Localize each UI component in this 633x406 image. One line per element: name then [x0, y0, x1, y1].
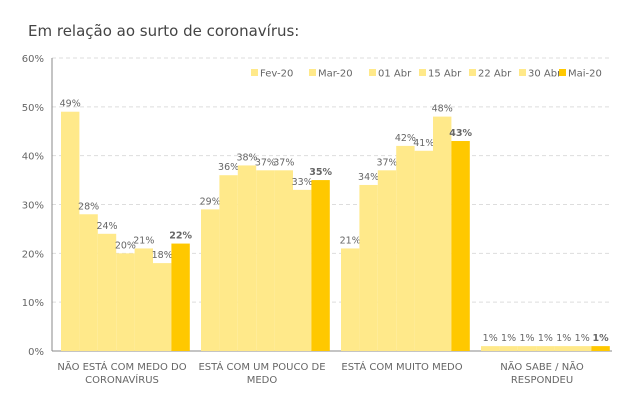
legend-swatch	[369, 69, 376, 76]
legend-swatch	[251, 69, 258, 76]
legend-label: Mar-20	[318, 69, 353, 80]
data-label: 28%	[78, 201, 99, 212]
data-label: 1%	[538, 333, 553, 344]
data-label: 21%	[340, 235, 361, 246]
data-label: 43%	[449, 128, 472, 139]
data-label: 49%	[60, 99, 81, 110]
data-label: 41%	[413, 138, 434, 149]
bar	[293, 189, 312, 351]
data-label: 1%	[483, 333, 498, 344]
bar	[377, 170, 397, 351]
x-category-label: MEDO	[247, 375, 278, 386]
legend-label: Fev-20	[260, 69, 293, 80]
bar	[311, 180, 330, 351]
data-label: 1%	[575, 333, 590, 344]
x-category-label: ESTÁ COM UM POUCO DE	[198, 360, 325, 373]
data-label: 36%	[218, 162, 239, 173]
bar	[219, 175, 238, 351]
bar	[573, 346, 592, 351]
bar	[481, 346, 500, 351]
bar	[153, 263, 172, 351]
bar	[237, 165, 257, 351]
data-label: 1%	[593, 333, 610, 344]
data-label: 42%	[395, 133, 416, 144]
bar	[591, 346, 610, 351]
y-tick-label: 0%	[28, 347, 44, 358]
y-tick-label: 20%	[22, 249, 44, 260]
bar	[61, 111, 80, 351]
data-label: 1%	[501, 333, 516, 344]
bar	[274, 170, 293, 351]
data-label: 24%	[96, 221, 117, 232]
legend-swatch	[519, 69, 526, 76]
bar	[396, 145, 415, 351]
data-label: 21%	[133, 235, 154, 246]
legend-label: Mai-20	[568, 69, 602, 80]
bar	[499, 346, 518, 351]
bar	[414, 150, 433, 351]
x-category-label: ESTÁ COM MUITO MEDO	[341, 360, 462, 373]
x-category-label: NÃO ESTÁ COM MEDO DO	[57, 360, 186, 373]
bar	[451, 141, 470, 351]
y-tick-label: 30%	[22, 201, 44, 212]
legend-swatch	[419, 69, 426, 76]
y-tick-label: 60%	[22, 54, 44, 65]
data-label: 1%	[556, 333, 571, 344]
bar	[433, 116, 452, 351]
bar	[341, 248, 360, 351]
bar	[256, 170, 275, 351]
y-tick-label: 50%	[22, 103, 44, 114]
x-category-label: NÃO SABE / NÃO	[500, 360, 584, 373]
legend-swatch	[309, 69, 316, 76]
bar	[171, 243, 190, 351]
x-category-label: RESPONDEU	[511, 375, 573, 386]
bar	[79, 214, 98, 351]
bar	[201, 209, 220, 351]
bar	[116, 253, 135, 351]
data-label: 37%	[376, 157, 397, 168]
data-label: 37%	[273, 157, 294, 168]
chart-title: Em relação ao surto de coronavírus:	[28, 22, 300, 40]
bar	[97, 233, 117, 351]
legend-label: 01 Abr	[378, 69, 412, 80]
y-tick-label: 10%	[22, 298, 44, 309]
data-label: 34%	[358, 172, 379, 183]
bar	[554, 346, 573, 351]
data-label: 37%	[255, 157, 276, 168]
legend-label: 15 Abr	[428, 69, 462, 80]
legend-swatch	[469, 69, 476, 76]
bar	[536, 346, 555, 351]
data-label: 33%	[292, 177, 313, 188]
bar	[134, 248, 153, 351]
data-label: 48%	[432, 104, 453, 115]
data-label: 35%	[309, 167, 332, 178]
legend-label: 22 Abr	[478, 69, 512, 80]
bar	[359, 184, 378, 351]
data-label: 22%	[169, 231, 192, 242]
data-label: 29%	[200, 196, 221, 207]
legend-swatch	[559, 69, 566, 76]
bar	[517, 346, 537, 351]
data-label: 38%	[236, 152, 257, 163]
data-label: 1%	[519, 333, 534, 344]
x-category-label: CORONAVÍRUS	[85, 373, 159, 386]
data-label: 18%	[152, 250, 173, 261]
y-tick-label: 40%	[22, 152, 44, 163]
data-label: 20%	[115, 240, 136, 251]
legend-label: 30 Abr	[528, 69, 562, 80]
